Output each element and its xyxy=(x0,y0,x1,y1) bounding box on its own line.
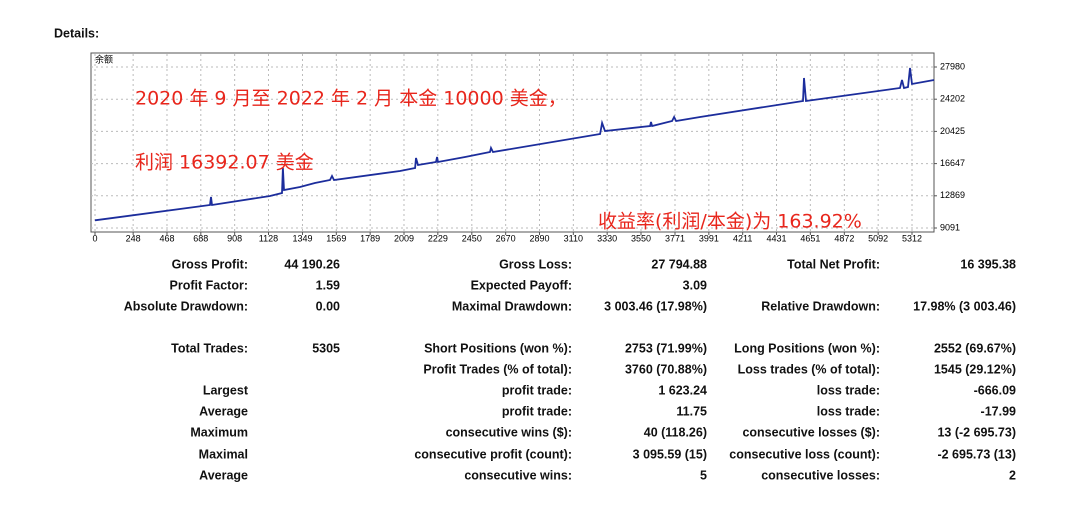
stat-label: consecutive loss (count): xyxy=(729,447,880,461)
stat-label: consecutive wins ($): xyxy=(446,425,572,439)
x-tick-label: 1789 xyxy=(360,233,380,243)
stat-value: 44 190.26 xyxy=(284,257,340,271)
annotation: 2020 年 9 月至 2022 年 2 月 本金 10000 美金， xyxy=(135,88,567,110)
stat-label: Long Positions (won %): xyxy=(734,341,880,355)
stat-label: consecutive profit (count): xyxy=(414,447,572,461)
stat-label: consecutive losses: xyxy=(761,468,880,482)
stat-label: Absolute Drawdown: xyxy=(124,299,248,313)
x-tick-label: 3330 xyxy=(597,233,617,243)
y-tick-label: 27980 xyxy=(940,61,965,71)
x-tick-label: 2009 xyxy=(394,233,414,243)
x-tick-label: 4872 xyxy=(834,233,854,243)
stat-value: 2753 (71.99%) xyxy=(625,341,707,355)
stat-label: consecutive wins: xyxy=(464,468,572,482)
stat-label: Maximal Drawdown: xyxy=(452,299,572,313)
stat-value: 5 xyxy=(700,468,707,482)
y-tick-label: 20425 xyxy=(940,126,965,136)
x-tick-label: 4651 xyxy=(800,233,820,243)
stat-label: Loss trades (% of total): xyxy=(738,362,880,376)
stat-value: 3760 (70.88%) xyxy=(625,362,707,376)
stat-value: 13 (-2 695.73) xyxy=(937,425,1016,439)
x-tick-label: 3110 xyxy=(564,233,583,243)
x-tick-label: 0 xyxy=(92,233,97,243)
stat-label: consecutive losses ($): xyxy=(742,425,880,439)
stat-label: Average xyxy=(199,468,248,482)
stat-value: 27 794.88 xyxy=(651,257,707,271)
stat-label: Maximum xyxy=(190,425,248,439)
stat-value: 3 095.59 (15) xyxy=(633,447,707,461)
stat-label: Relative Drawdown: xyxy=(761,299,880,313)
x-tick-label: 4431 xyxy=(766,233,786,243)
x-tick-label: 2890 xyxy=(529,233,549,243)
x-tick-label: 2450 xyxy=(462,233,482,243)
stat-label: Profit Trades (% of total): xyxy=(423,362,572,376)
stat-value: -2 695.73 (13) xyxy=(937,447,1016,461)
y-tick-label: 9091 xyxy=(940,222,960,232)
x-tick-label: 1569 xyxy=(326,233,346,243)
x-tick-label: 688 xyxy=(193,233,208,243)
x-tick-label: 248 xyxy=(126,233,141,243)
x-tick-label: 3991 xyxy=(699,233,719,243)
stat-label: Expected Payoff: xyxy=(471,278,572,292)
stat-label: loss trade: xyxy=(817,404,880,418)
stat-value: 1.59 xyxy=(316,278,340,292)
stat-value: 3 003.46 (17.98%) xyxy=(604,299,707,313)
stat-label: Gross Profit: xyxy=(172,257,248,271)
stat-value: -666.09 xyxy=(974,383,1016,397)
stat-value: -17.99 xyxy=(981,404,1016,418)
stat-value: 0.00 xyxy=(316,299,340,313)
stat-value: 1 623.24 xyxy=(658,383,707,397)
stat-value: 2552 (69.67%) xyxy=(934,341,1016,355)
annotation: 收益率(利润/本金)为 163.92% xyxy=(598,211,862,233)
x-tick-label: 2670 xyxy=(496,233,516,243)
stat-value: 11.75 xyxy=(676,404,707,418)
stat-value: 1545 (29.12%) xyxy=(934,362,1016,376)
x-tick-label: 908 xyxy=(227,233,242,243)
stat-value: 5305 xyxy=(312,341,340,355)
y-tick-label: 16647 xyxy=(940,158,965,168)
annotation: 利润 16392.07 美金 xyxy=(135,152,314,174)
x-tick-label: 1128 xyxy=(259,233,278,243)
x-tick-label: 2229 xyxy=(428,233,448,243)
stat-label: Total Net Profit: xyxy=(787,257,880,271)
stat-label: Gross Loss: xyxy=(499,257,572,271)
x-tick-label: 4211 xyxy=(733,233,752,243)
heading: Details: xyxy=(54,26,99,40)
stat-label: profit trade: xyxy=(502,383,572,397)
x-tick-label: 5092 xyxy=(868,233,888,243)
x-tick-label: 1349 xyxy=(292,233,312,243)
stat-label: Average xyxy=(199,404,248,418)
stat-label: Largest xyxy=(203,383,249,397)
balance-line xyxy=(94,67,935,222)
x-tick-label: 3771 xyxy=(665,233,685,243)
stat-value: 40 (118.26) xyxy=(644,425,707,439)
y-tick-label: 24202 xyxy=(940,94,965,104)
y-tick-label: 12869 xyxy=(940,190,965,200)
stat-label: Maximal xyxy=(199,447,248,461)
stat-value: 3.09 xyxy=(683,278,707,292)
x-tick-label: 3550 xyxy=(631,233,651,243)
stat-value: 17.98% (3 003.46) xyxy=(913,299,1016,313)
stat-label: Short Positions (won %): xyxy=(424,341,572,355)
legend-label: 余额 xyxy=(95,53,113,64)
stat-value: 2 xyxy=(1009,468,1016,482)
x-tick-label: 468 xyxy=(159,233,174,243)
stat-label: loss trade: xyxy=(817,383,880,397)
stat-label: Profit Factor: xyxy=(170,278,248,292)
stat-value: 16 395.38 xyxy=(960,257,1016,271)
stat-label: Total Trades: xyxy=(171,341,248,355)
stat-label: profit trade: xyxy=(502,404,572,418)
x-tick-label: 5312 xyxy=(902,233,922,243)
plot-frame xyxy=(90,52,935,233)
